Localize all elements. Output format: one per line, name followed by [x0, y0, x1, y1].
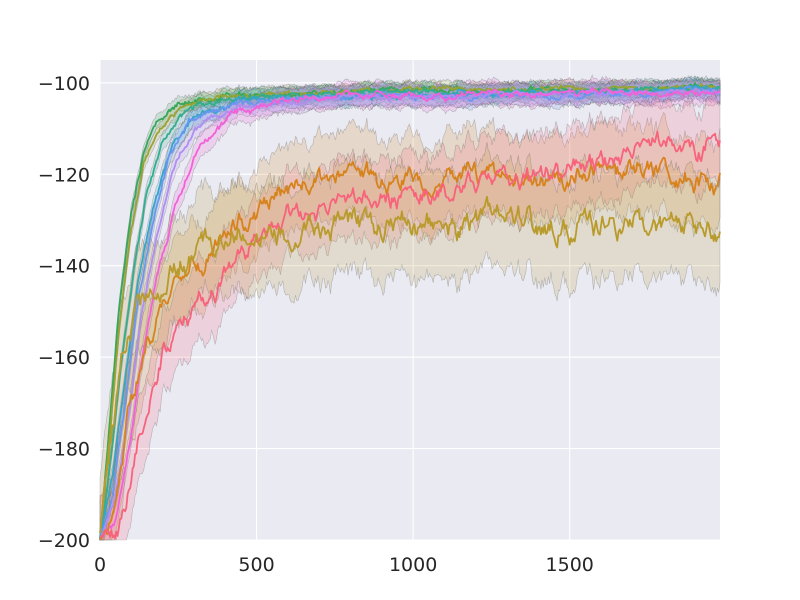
y-tick-label: −140 [38, 256, 90, 278]
series-band-5 [99, 76, 721, 541]
x-tick-label: 500 [238, 554, 274, 576]
series-line-8 [99, 156, 721, 541]
series-line-7 [99, 86, 721, 541]
series-band-7 [99, 74, 721, 541]
series-lines [99, 82, 721, 541]
series-line-9 [99, 130, 721, 540]
x-axis-ticks: 0 500 1000 1500 [94, 554, 594, 576]
x-tick-label: 1000 [389, 554, 437, 576]
series-band-2 [99, 76, 721, 541]
series-band-4 [99, 75, 721, 541]
series-line-2 [99, 83, 721, 541]
y-tick-label: −180 [38, 439, 90, 461]
y-tick-label: −200 [38, 530, 90, 552]
y-tick-label: −160 [38, 347, 90, 369]
x-tick-label: 1500 [546, 554, 594, 576]
series-line-10 [99, 195, 721, 534]
series-band-1 [99, 75, 721, 541]
x-tick-label: 0 [94, 554, 106, 576]
series-band-9 [99, 89, 721, 541]
y-tick-label: −100 [38, 73, 90, 95]
grid [99, 60, 720, 541]
y-axis-ticks: −200 −180 −160 −140 −120 −100 [38, 73, 90, 552]
y-tick-label: −120 [38, 164, 90, 186]
